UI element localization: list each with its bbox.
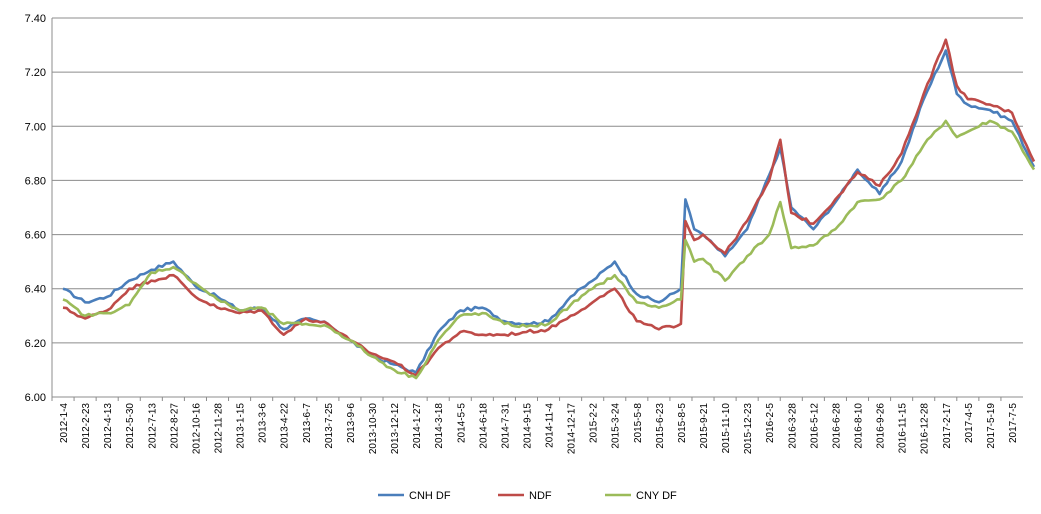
legend: CNH DF NDF CNY DF [378,490,677,502]
y-tick-label: 6.80 [25,175,46,187]
x-tick-label: 2015-9-21 [699,403,710,449]
x-tick-label: 2014-1-27 [412,403,423,449]
x-tick-label: 2016-11-15 [898,403,909,454]
x-tick-label: 2013-3-6 [258,403,269,443]
x-axis: 2012-1-4 2012-2-23 2012-4-13 2012-5-30 2012-… [51,397,1019,455]
x-tick-label: 2015-8-5 [677,403,688,443]
x-tick-label: 2014-12-17 [567,403,578,455]
x-tick-label: 2015-12-23 [743,403,754,455]
x-tick-label: 2015-5-8 [633,403,644,443]
x-tick-label: 2017-4-5 [964,403,975,443]
x-tick-label: 2013-12-12 [390,403,401,455]
x-tick-label: 2012-5-30 [125,403,136,449]
legend-label: CNH DF [409,490,451,502]
x-tick-label: 2017-5-19 [986,403,997,449]
y-tick-label: 6.20 [25,338,46,350]
x-tick-label: 2016-2-5 [765,403,776,443]
x-tick-label: 2014-7-31 [500,403,511,449]
x-tick-label: 2013-9-6 [346,403,357,443]
x-tick-label: 2012-10-16 [191,403,202,455]
x-tick-label: 2012-2-23 [81,403,92,449]
x-tick-label: 2016-8-10 [853,403,864,449]
x-tick-label: 2013-4-22 [280,403,291,449]
y-tick-label: 7.40 [25,13,46,25]
y-tick-label: 6.40 [25,284,46,296]
x-tick-label: 2014-6-18 [478,403,489,449]
x-tick-label: 2017-7-5 [1008,403,1019,443]
x-tick-label: 2013-6-7 [302,403,313,443]
x-tick-label: 2012-11-28 [214,403,225,454]
x-tick-label: 2017-2-17 [942,403,953,449]
x-tick-label: 2014-11-4 [545,403,556,448]
x-tick-label: 2013-1-15 [236,403,247,449]
x-tick-label: 2012-8-27 [169,403,180,449]
y-tick-label: 7.00 [25,121,46,133]
x-tick-label: 2014-3-18 [434,403,445,449]
x-tick-label: 2014-9-15 [522,403,533,449]
series-line-cny-df [62,119,1036,380]
x-tick-label: 2012-4-13 [103,403,114,449]
series-lines [62,38,1036,380]
x-tick-label: 2015-11-10 [721,403,732,454]
x-tick-label: 2016-3-28 [787,403,798,449]
legend-label: CNY DF [636,490,677,502]
grid-lines [51,17,1023,398]
legend-label: NDF [529,490,552,502]
x-tick-label: 2013-10-30 [368,403,379,455]
x-tick-label: 2015-3-24 [611,403,622,449]
series-line-ndf [62,38,1036,377]
y-axis: 6.00 6.20 6.40 6.60 6.80 7.00 7.20 7.40 [25,13,46,404]
x-tick-label: 2016-5-12 [809,403,820,449]
y-tick-label: 6.60 [25,230,46,242]
x-tick-label: 2012-7-13 [147,403,158,449]
y-tick-label: 6.00 [25,392,46,404]
x-tick-label: 2016-12-28 [920,403,931,455]
x-tick-label: 2015-2-2 [589,403,600,443]
x-tick-label: 2013-7-25 [324,403,335,449]
x-tick-label: 2016-6-28 [831,403,842,449]
x-tick-label: 2012-1-4 [59,403,70,443]
x-tick-label: 2016-9-26 [876,403,887,449]
x-tick-label: 2015-6-23 [655,403,666,449]
y-tick-label: 7.20 [25,67,46,79]
x-tick-label: 2014-5-5 [456,403,467,443]
